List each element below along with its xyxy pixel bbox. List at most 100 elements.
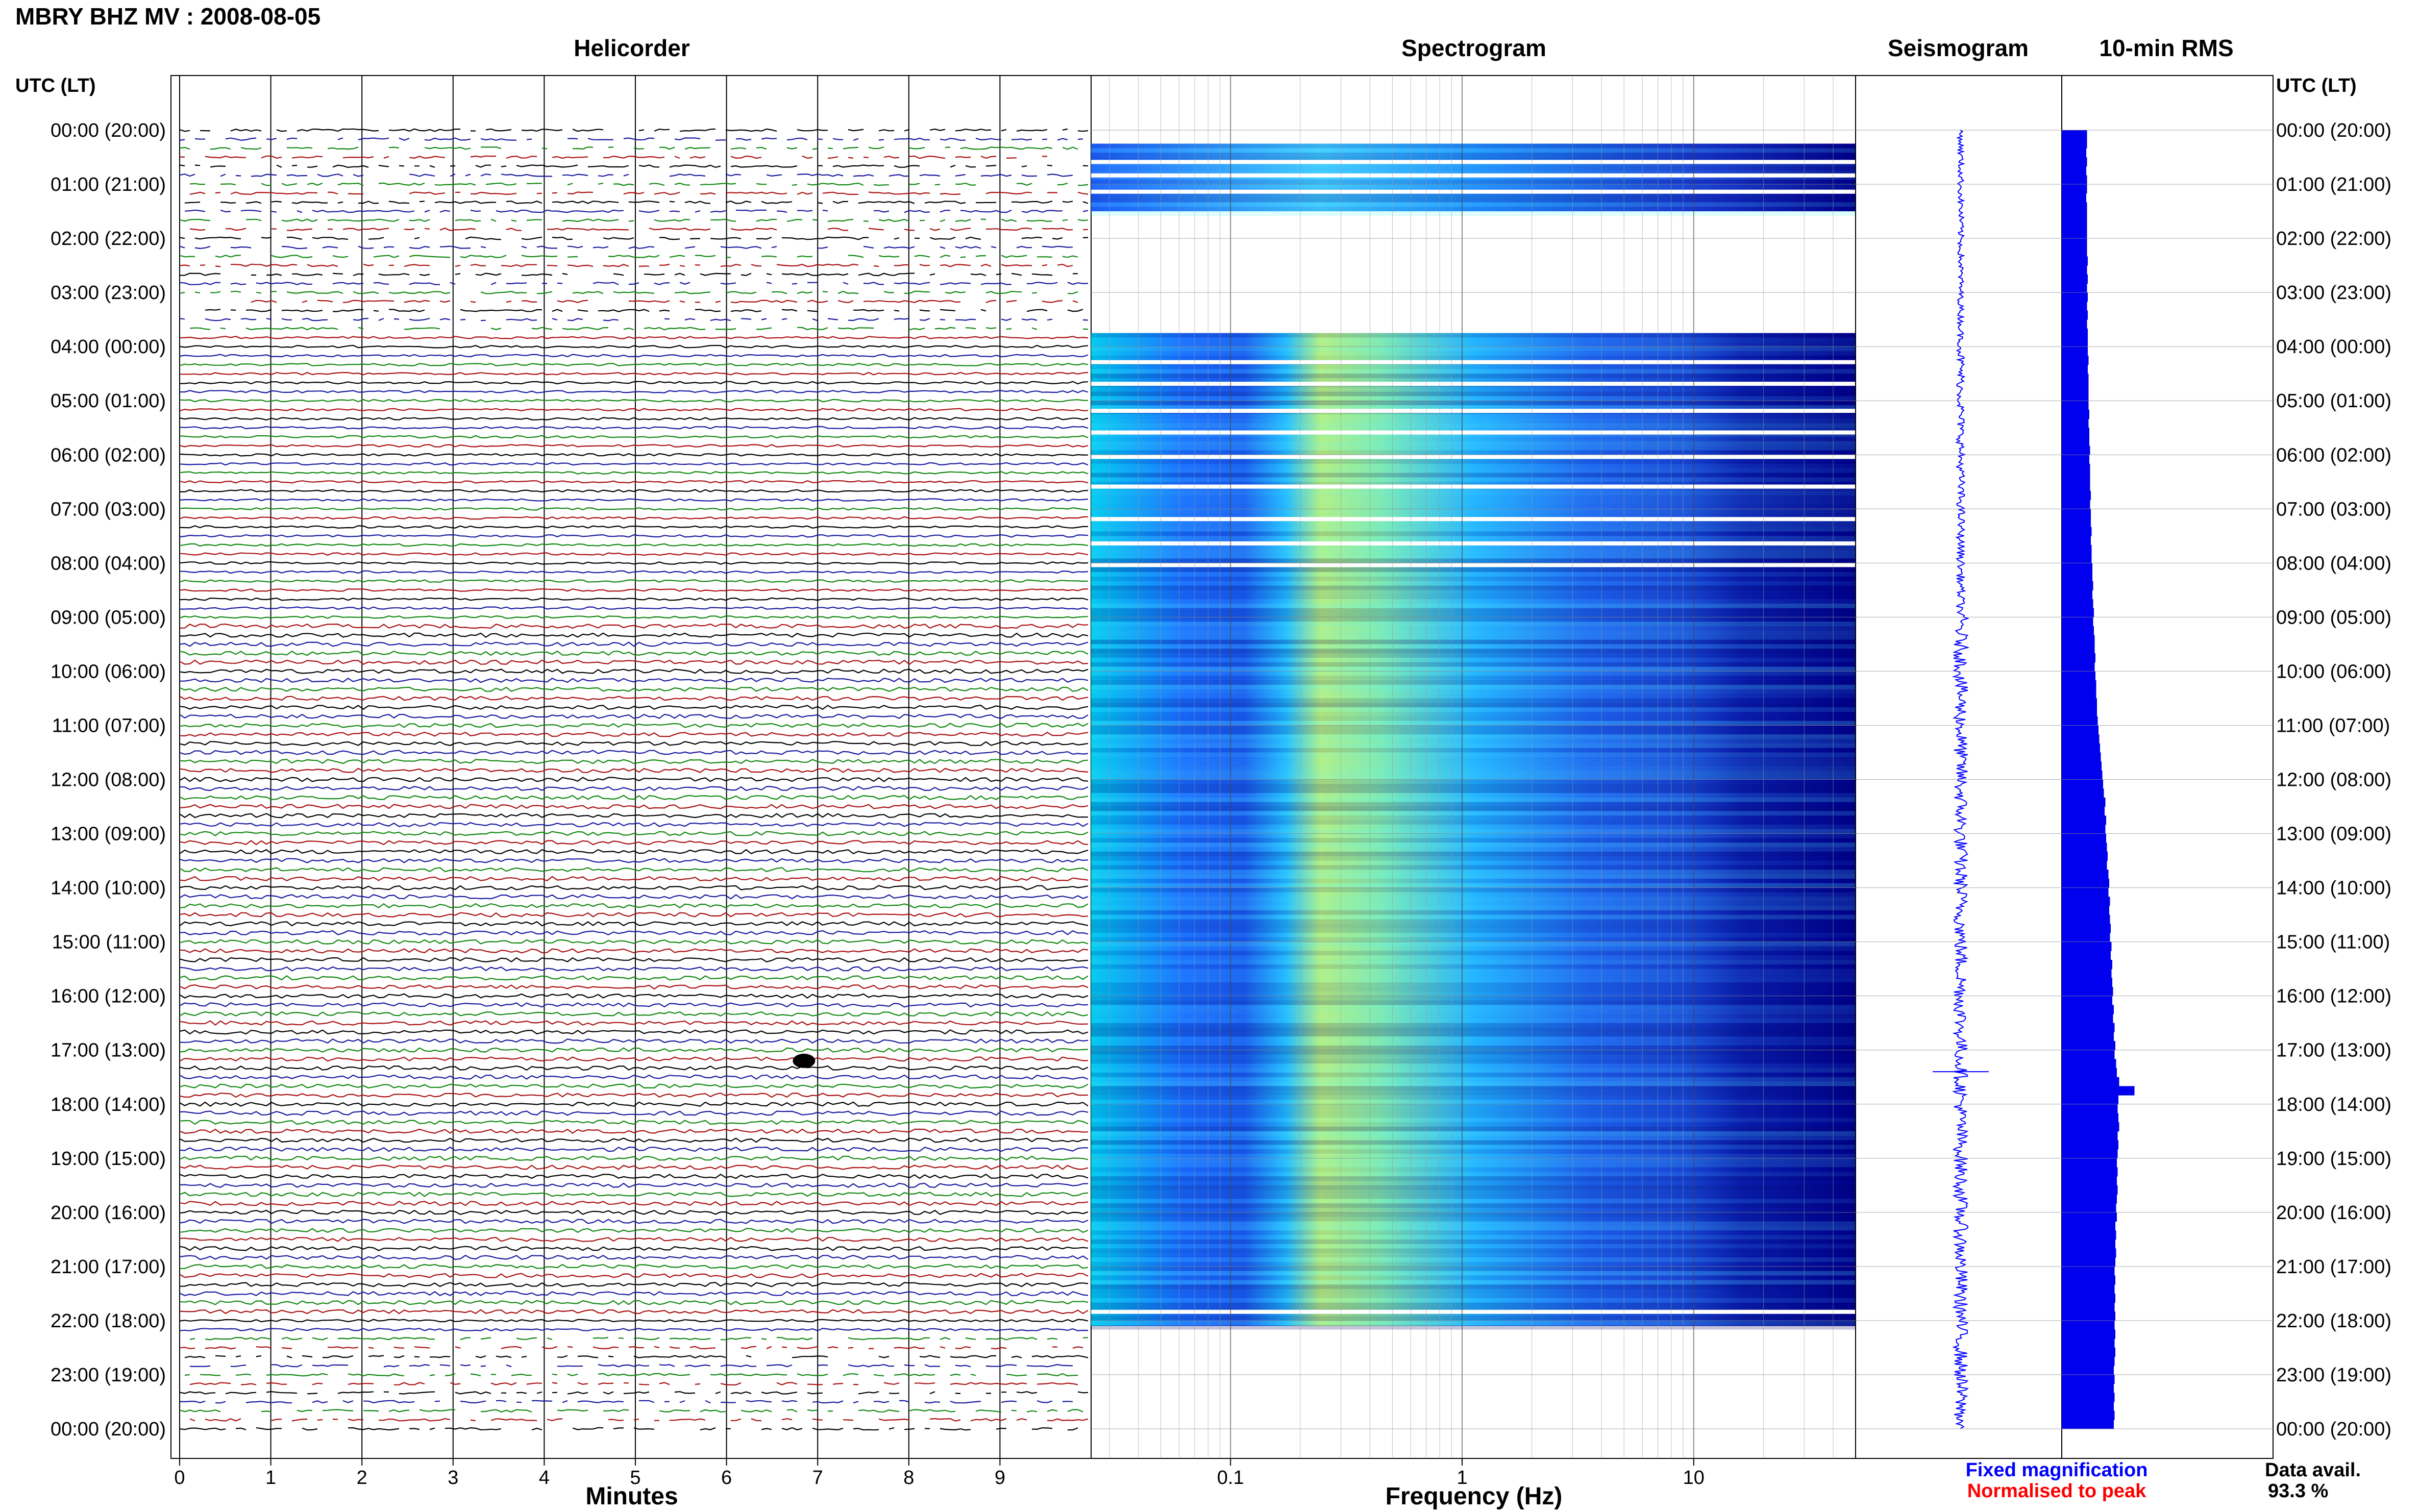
legend-normalised-to-peak: Normalised to peak (1967, 1480, 2146, 1502)
spectrogram-texture (1091, 1027, 1856, 1032)
rms-bar (2062, 328, 2088, 338)
spectrogram-gap (1091, 455, 1856, 459)
spectrogram-texture (1091, 1099, 1856, 1104)
spectrogram-texture (1091, 459, 1856, 464)
rms-bar (2062, 1347, 2115, 1357)
rms-bar (2062, 1059, 2116, 1069)
minutes-tick-label: 7 (812, 1467, 823, 1489)
spectrogram-texture (1091, 1005, 1856, 1010)
helicorder-trace (179, 444, 1089, 448)
hour-label-right: 04:00 (00:00) (2276, 336, 2391, 358)
rms-bar (2062, 978, 2112, 987)
spectrogram-texture (1091, 680, 1856, 685)
rms-bar (2062, 743, 2100, 753)
helicorder-trace (179, 1074, 1089, 1080)
rms-bar (2062, 1023, 2115, 1032)
rms-bar (2062, 1366, 2114, 1375)
spectrogram-texture (1091, 788, 1856, 794)
helicorder-trace (179, 390, 1089, 393)
rms-bar (2062, 238, 2087, 248)
rms-bar (2062, 833, 2106, 843)
hour-label-right: 07:00 (03:00) (2276, 499, 2391, 520)
minutes-tick-label: 4 (539, 1467, 550, 1489)
spectrogram-texture (1091, 1266, 1856, 1271)
hour-label-right: 09:00 (05:00) (2276, 607, 2391, 628)
spectrogram-texture (1091, 1162, 1856, 1168)
helicorder-trace (179, 1011, 1089, 1017)
spectrogram-texture (1091, 775, 1856, 780)
helicorder-trace (184, 201, 1089, 204)
helicorder-trace (179, 336, 1089, 339)
helicorder-trace (179, 1291, 1089, 1297)
helicorder-trace (179, 471, 1089, 475)
helicorder-trace (179, 543, 1089, 547)
helicorder-trace (179, 903, 1089, 909)
spectrogram-texture (1091, 1203, 1856, 1208)
rms-bar (2062, 265, 2087, 275)
helicorder-trace (179, 930, 1089, 936)
spectrogram-texture (1091, 1090, 1856, 1096)
helicorder-trace (180, 570, 1089, 574)
rms-bar (2062, 905, 2109, 915)
helicorder-trace (179, 282, 1089, 285)
spectrogram-texture (1091, 765, 1856, 771)
hour-label-left: 20:00 (16:00) (51, 1202, 166, 1224)
spectrogram-texture (1091, 490, 1856, 495)
rms-bar (2062, 418, 2089, 428)
hour-label-left: 04:00 (00:00) (51, 336, 166, 358)
spectrogram-texture (1091, 558, 1856, 563)
rms-bar (2062, 1293, 2115, 1303)
spectrogram-texture (1091, 536, 1856, 541)
hour-label-left: 18:00 (14:00) (51, 1094, 166, 1116)
spectrogram-texture (1091, 905, 1856, 910)
spectrogram-texture (1091, 1262, 1856, 1267)
helicorder-trace (179, 623, 1089, 629)
helicorder-trace (179, 1128, 1089, 1134)
spectrogram-texture (1091, 951, 1856, 956)
spectrogram-texture (1091, 662, 1856, 667)
spectrogram-texture (1091, 996, 1856, 1001)
rms-bar (2062, 391, 2089, 401)
rms-bar (2062, 1005, 2114, 1014)
rms-bar (2062, 986, 2113, 997)
helicorder-trace (179, 317, 1089, 321)
spectrogram-texture (1091, 157, 1856, 162)
helicorder-trace (179, 354, 1089, 358)
rms-bar (2062, 1266, 2115, 1276)
rms-bar (2062, 1203, 2116, 1213)
rms-bar (2062, 202, 2087, 212)
spectrogram-texture (1091, 978, 1856, 983)
rms-bar (2062, 1140, 2118, 1150)
helicorder-trace (180, 1263, 1089, 1270)
spectrogram-texture (1091, 752, 1856, 757)
rms-bar (2062, 1339, 2115, 1348)
helicorder-trace (184, 1355, 1089, 1359)
rms-bar (2062, 870, 2109, 879)
minutes-tick-label: 0 (174, 1467, 185, 1489)
helicorder-trace (179, 813, 1089, 819)
rms-bar (2062, 1068, 2117, 1078)
data-availability-value: 93.3 % (2268, 1480, 2328, 1502)
hour-label-right: 19:00 (15:00) (2276, 1148, 2391, 1170)
helicorder-trace (179, 498, 1089, 502)
spectrogram-texture (1091, 594, 1856, 600)
rms-bar (2062, 1410, 2115, 1420)
spectrogram-texture (1091, 441, 1856, 446)
rms-bar (2062, 283, 2087, 293)
spectrogram-gap (1091, 563, 1856, 567)
helicorder-trace (179, 1047, 1089, 1053)
spectrogram-texture (1091, 1041, 1856, 1046)
hour-label-left: 07:00 (03:00) (51, 499, 166, 520)
helicorder-trace (179, 713, 1089, 720)
spectrogram-texture (1091, 1145, 1856, 1150)
helicorder-trace (189, 1336, 1089, 1341)
rms-bar (2062, 734, 2100, 744)
spectrogram-texture (1091, 743, 1856, 748)
spectrogram-texture (1091, 391, 1856, 396)
rms-bar (2062, 473, 2090, 482)
hour-label-right: 20:00 (16:00) (2276, 1202, 2391, 1224)
rms-bar (2062, 599, 2093, 609)
rms-bar (2062, 193, 2086, 203)
spectrogram-texture (1091, 711, 1856, 716)
spectrogram-texture (1091, 1325, 1856, 1330)
